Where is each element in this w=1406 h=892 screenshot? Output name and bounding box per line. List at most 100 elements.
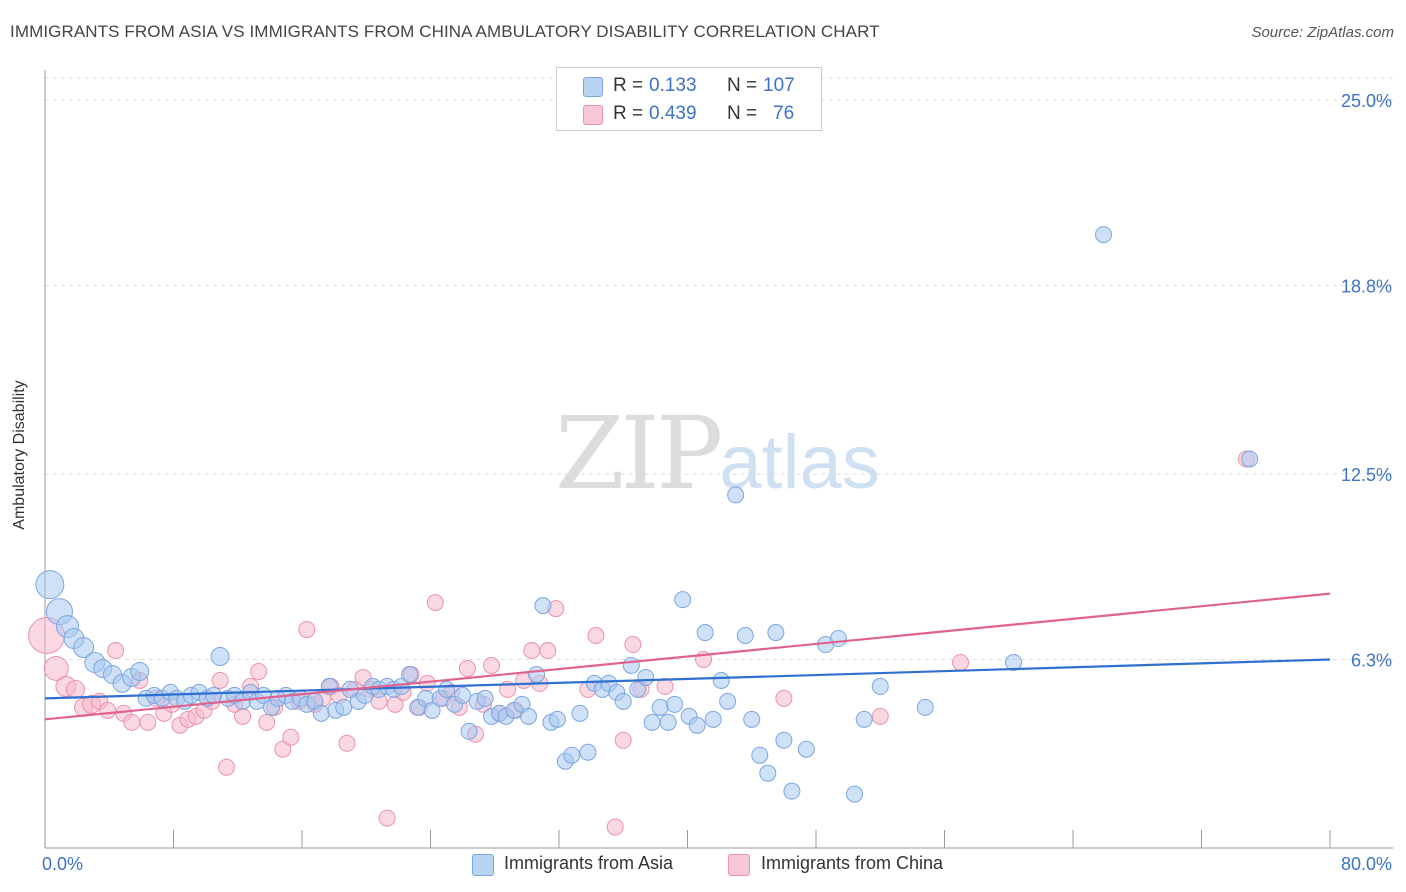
china-point [218, 758, 236, 776]
china-point [338, 734, 356, 752]
legend-swatch-asia [583, 77, 603, 97]
asia-point [797, 740, 815, 758]
asia-point [1095, 226, 1113, 244]
china-point [952, 653, 970, 671]
china-point [139, 713, 157, 731]
china-point [871, 707, 889, 725]
china-point [123, 713, 141, 731]
asia-point [534, 597, 552, 615]
asia-point [73, 637, 95, 659]
asia-point [759, 764, 777, 782]
china-point [99, 701, 117, 719]
legend-r-label: R = [613, 103, 644, 124]
asia-point [1241, 450, 1259, 468]
source-credit: Source: ZipAtlas.com [1251, 24, 1394, 41]
china-point [234, 707, 252, 725]
asia-point [855, 710, 873, 728]
legend-n-value-asia: 107 [763, 75, 795, 96]
china-trend-line [44, 592, 1331, 721]
asia-point [614, 692, 632, 710]
y-tick-label: 6.3% [1351, 650, 1392, 670]
china-point [43, 655, 69, 681]
asia-point [666, 695, 684, 713]
series-legend-swatch-china [728, 854, 750, 876]
asia-point [563, 746, 581, 764]
y-tick-label: 18.8% [1341, 276, 1392, 296]
asia-point [637, 668, 655, 686]
asia-point [751, 746, 769, 764]
china-point [282, 728, 300, 746]
asia-point [312, 704, 330, 722]
china-point [656, 677, 674, 695]
asia-point [916, 698, 934, 716]
legend-r-label: R = [613, 75, 644, 96]
asia-point [696, 624, 714, 642]
series-legend-label-asia: Immigrants from Asia [504, 853, 674, 873]
correlation-legend: R = 0.133 N = 107 R = 0.439 N = 76 [556, 67, 822, 131]
legend-n-label: N = [727, 75, 758, 96]
china-point [523, 642, 541, 660]
asia-point [423, 701, 441, 719]
legend-n-label: N = [727, 103, 758, 124]
asia-point [1005, 653, 1023, 671]
asia-point [688, 716, 706, 734]
china-point [426, 594, 444, 612]
asia-point [704, 710, 722, 728]
china-point [458, 659, 476, 677]
asia-point [783, 782, 801, 800]
asia-point [719, 692, 737, 710]
asia-point [519, 707, 537, 725]
china-point [258, 713, 276, 731]
series-legend-swatch-asia [472, 854, 494, 876]
asia-point [659, 713, 677, 731]
asia-point [460, 722, 478, 740]
china-point [775, 689, 793, 707]
china-point [298, 621, 316, 639]
grid-lines [45, 77, 1393, 660]
asia-point [743, 710, 761, 728]
asia-point [476, 689, 494, 707]
asia-point [454, 686, 472, 704]
legend-n-value-china: 76 [773, 103, 795, 124]
asia-point [712, 671, 730, 689]
asia-point [871, 677, 889, 695]
asia-point [775, 731, 793, 749]
china-point [107, 642, 125, 660]
asia-point [205, 686, 223, 704]
asia-point [736, 627, 754, 645]
asia-point [579, 743, 597, 761]
china-point [274, 740, 292, 758]
series-legend: Immigrants from Asia Immigrants from Chi… [472, 851, 972, 877]
asia-point [335, 698, 353, 716]
asia-point [130, 661, 150, 681]
y-tick-label: 25.0% [1341, 91, 1392, 111]
china-point [606, 818, 624, 836]
legend-r-value-china: 0.439 [649, 103, 697, 124]
china-point [587, 627, 605, 645]
y-tick-label: 12.5% [1341, 465, 1392, 485]
china-point [539, 642, 557, 660]
asia-point [727, 486, 745, 504]
asia-point [643, 713, 661, 731]
asia-point [674, 591, 692, 609]
asia-point [846, 785, 864, 803]
asia-point [829, 630, 847, 648]
china-point [211, 671, 229, 689]
legend-r-value-asia: 0.133 [649, 75, 697, 96]
asia-point [210, 646, 230, 666]
asia-point [571, 704, 589, 722]
asia-point [35, 570, 65, 600]
x-tick-label-max: 80.0% [1341, 854, 1392, 874]
asia-point [438, 680, 456, 698]
asia-point [622, 656, 640, 674]
chart-title: IMMIGRANTS FROM ASIA VS IMMIGRANTS FROM … [10, 22, 880, 41]
asia-trend-line [44, 658, 1331, 700]
asia-point [528, 665, 546, 683]
china-point [66, 679, 86, 699]
china-point [483, 656, 501, 674]
series-china-points [28, 450, 1255, 836]
trend-lines [44, 592, 1331, 721]
series-legend-label-china: Immigrants from China [761, 853, 944, 873]
series-asia-points [35, 226, 1259, 803]
china-point [614, 731, 632, 749]
